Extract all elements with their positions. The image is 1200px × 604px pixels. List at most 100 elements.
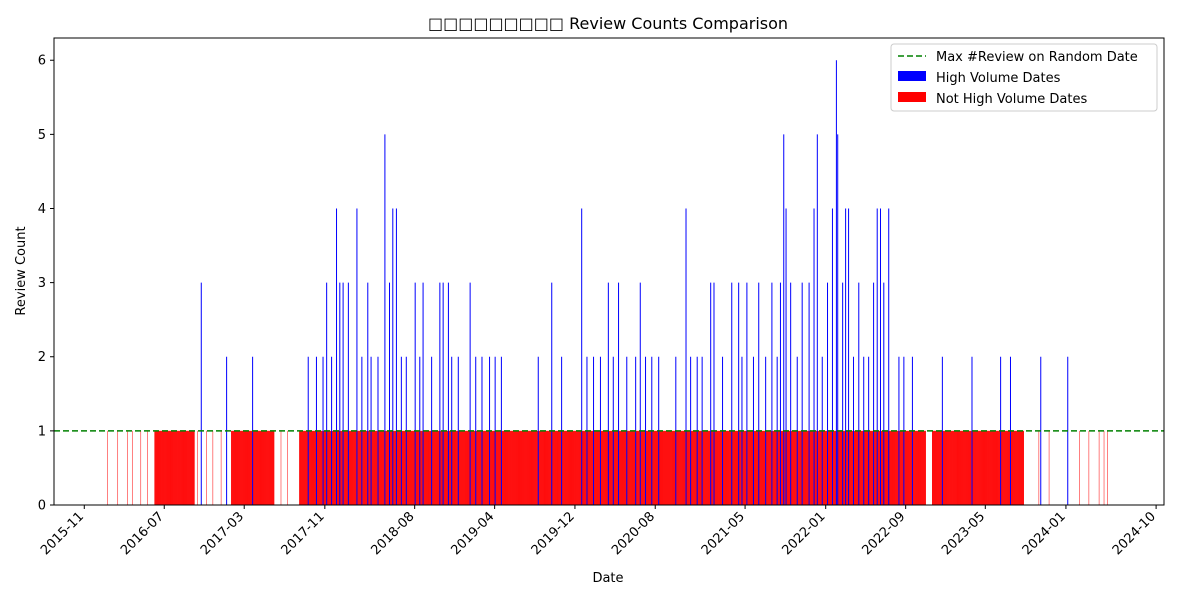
bar-not-high-volume <box>803 430 805 505</box>
bar-not-high-volume <box>743 430 745 505</box>
bar-not-high-volume <box>716 430 717 505</box>
bar-not-high-volume <box>453 430 455 505</box>
x-axis-label: Date <box>592 571 623 586</box>
bar-not-high-volume <box>946 430 948 505</box>
bar-not-high-volume <box>343 430 345 505</box>
bar-not-high-volume <box>529 430 530 505</box>
bar-not-high-volume <box>1005 430 1006 505</box>
bar-not-high-volume <box>737 430 738 505</box>
bar-not-high-volume <box>855 430 857 505</box>
bar-not-high-volume <box>387 430 388 505</box>
bar-not-high-volume <box>253 430 254 505</box>
bar-not-high-volume <box>847 430 849 505</box>
bar-not-high-volume <box>176 430 178 505</box>
bar-not-high-volume <box>906 430 908 505</box>
bar-not-high-volume <box>478 430 480 505</box>
bar-not-high-volume <box>193 430 195 505</box>
bar-not-high-volume <box>520 430 522 505</box>
bar-not-high-volume <box>172 430 173 505</box>
bar-not-high-volume <box>870 430 872 505</box>
bar-not-high-volume <box>680 430 682 505</box>
bar-not-high-volume <box>492 430 494 505</box>
bar-not-high-volume <box>429 430 430 505</box>
bar-not-high-volume <box>707 430 708 505</box>
bar-not-high-volume <box>992 430 993 505</box>
bar-not-high-volume <box>379 430 381 505</box>
bar-not-high-volume <box>188 430 189 505</box>
bar-not-high-volume <box>573 430 575 505</box>
bar-not-high-volume <box>759 430 761 505</box>
bar-not-high-volume <box>553 430 555 505</box>
bar-not-high-volume <box>445 430 446 505</box>
bar-not-high-volume <box>332 430 333 505</box>
bar-not-high-volume <box>885 430 886 505</box>
bar-not-high-volume <box>311 430 312 505</box>
bar-not-high-volume <box>266 430 268 505</box>
bar-not-high-volume <box>665 430 666 505</box>
bar-not-high-volume <box>921 430 922 505</box>
bar-not-high-volume <box>698 430 699 505</box>
bar-not-high-volume <box>866 430 868 505</box>
bar-not-high-volume <box>980 430 982 505</box>
bar-not-high-volume <box>719 430 720 505</box>
bar-not-high-volume <box>466 430 467 505</box>
bar-not-high-volume <box>518 430 519 505</box>
bar-not-high-volume <box>698 430 700 505</box>
bar-not-high-volume <box>761 430 763 505</box>
bar-not-high-volume <box>267 430 268 505</box>
bar-high-volume <box>842 282 844 505</box>
bar-not-high-volume <box>818 430 820 505</box>
bar-not-high-volume <box>261 430 263 505</box>
bar-not-high-volume <box>1017 430 1018 505</box>
bar-not-high-volume <box>583 430 584 505</box>
bar-not-high-volume <box>648 430 649 505</box>
bar-not-high-volume <box>619 430 621 505</box>
bar-not-high-volume <box>921 430 922 505</box>
bar-not-high-volume <box>905 430 906 505</box>
bar-not-high-volume <box>333 430 335 505</box>
bar-not-high-volume <box>312 430 314 505</box>
bar-not-high-volume <box>186 430 188 505</box>
bar-not-high-volume <box>492 430 493 505</box>
bar-not-high-volume <box>318 430 320 505</box>
bar-not-high-volume <box>638 430 640 505</box>
bar-not-high-volume <box>541 430 542 505</box>
bar-not-high-volume <box>180 430 181 505</box>
bar-not-high-volume <box>312 430 313 505</box>
bar-not-high-volume <box>417 430 419 505</box>
bar-not-high-volume <box>167 430 169 505</box>
bar-not-high-volume <box>611 430 612 505</box>
bar-not-high-volume <box>543 430 544 505</box>
bar-not-high-volume <box>511 430 513 505</box>
bar-not-high-volume <box>264 430 265 505</box>
bar-not-high-volume <box>617 430 618 505</box>
bar-not-high-volume <box>524 430 526 505</box>
bar-not-high-volume <box>696 430 697 505</box>
bar-high-volume <box>414 282 416 505</box>
bar-not-high-volume <box>682 430 684 505</box>
bar-not-high-volume <box>594 430 595 505</box>
bar-not-high-volume <box>313 430 315 505</box>
bar-not-high-volume <box>950 430 951 505</box>
bar-not-high-volume <box>368 430 370 505</box>
bar-not-high-volume <box>973 430 975 505</box>
bar-not-high-volume <box>440 430 442 505</box>
bar-not-high-volume <box>963 430 965 505</box>
bar-not-high-volume <box>713 430 714 505</box>
bar-not-high-volume <box>987 430 989 505</box>
bar-not-high-volume <box>867 430 868 505</box>
bar-not-high-volume <box>942 430 944 505</box>
bar-not-high-volume <box>534 430 535 505</box>
bar-not-high-volume <box>958 430 960 505</box>
bar-not-high-volume <box>444 430 446 505</box>
bar-not-high-volume <box>265 430 266 505</box>
bar-not-high-volume <box>1022 430 1024 505</box>
bar-not-high-volume <box>1014 430 1016 505</box>
bar-not-high-volume <box>726 430 728 505</box>
bar-not-high-volume <box>764 430 765 505</box>
bar-not-high-volume <box>788 430 790 505</box>
bar-not-high-volume <box>875 430 877 505</box>
bar-not-high-volume <box>378 430 380 505</box>
bar-not-high-volume <box>770 430 771 505</box>
bar-not-high-volume <box>810 430 812 505</box>
